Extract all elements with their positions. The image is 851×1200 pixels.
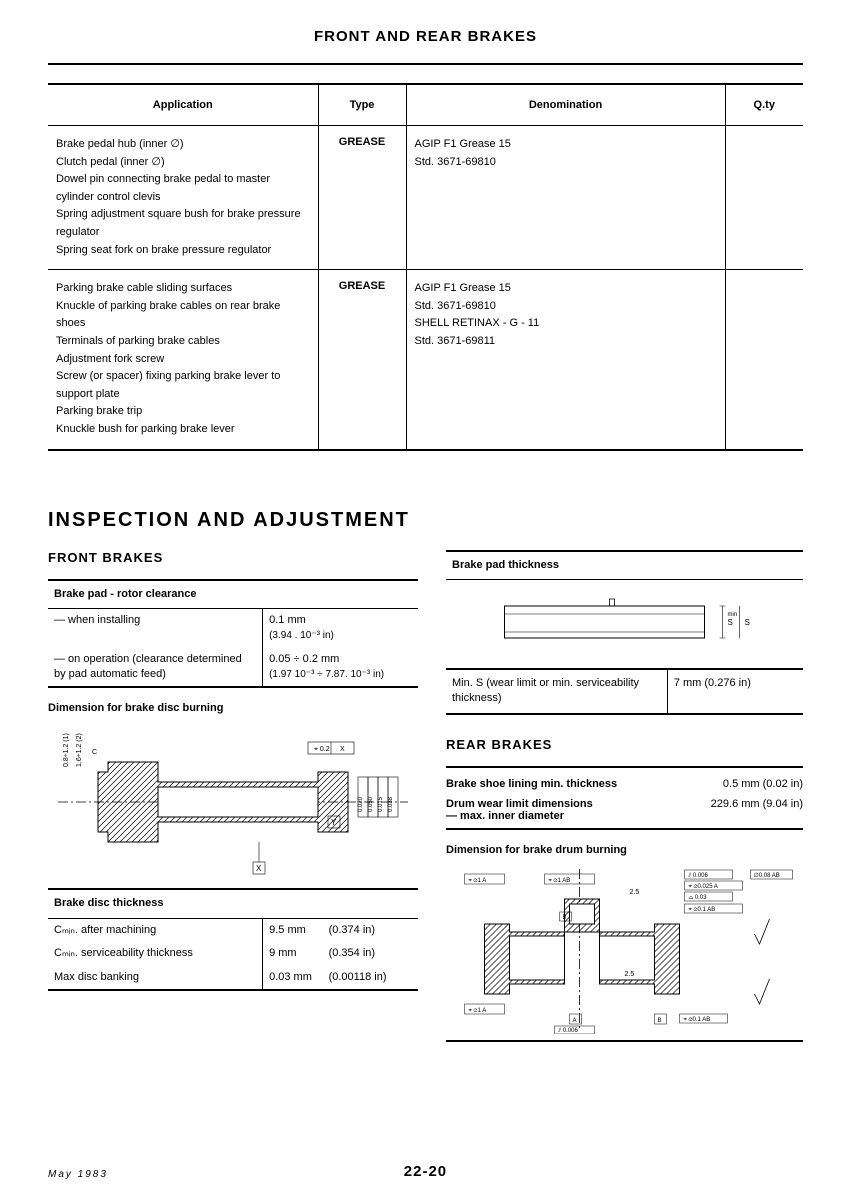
dt-in: (0.374 in) [323,918,418,942]
min-s-value: 7 mm (0.276 in) [667,669,803,714]
dt-label: Max disc banking [48,966,263,990]
dt-in: (0.354 in) [323,942,418,965]
rear-label: Drum wear limit dimensions — max. inner … [446,798,593,822]
rule [446,828,803,830]
clearance-table: Brake pad - rotor clearance — when insta… [48,579,418,689]
svg-text:B: B [563,915,567,921]
cell-denomination: AGIP F1 Grease 15 Std. 3671-69810 SHELL … [406,270,725,450]
svg-text:⌖ ∅0.025 A: ⌖ ∅0.025 A [689,884,718,890]
svg-text:C: C [92,749,97,756]
right-column: Brake pad thickness S min S [446,550,803,1042]
footer-page-number: 22-20 [404,1163,447,1180]
rear-value: 0.5 mm (0.02 in) [723,778,803,790]
rear-spec-row: Brake shoe lining min. thickness 0.5 mm … [446,774,803,794]
cell-qty [725,270,803,450]
svg-text:0.038: 0.038 [388,797,394,813]
svg-text:⌖ ∅1 A: ⌖ ∅1 A [469,878,487,884]
clearance-value: 0.05 ÷ 0.2 mm (1.97 10⁻³ ÷ 7.87. 10⁻³ in… [263,648,418,688]
svg-text:⌖ ∅0.1 AB: ⌖ ∅0.1 AB [684,1017,711,1023]
dt-label: Cₘᵢₙ. after machining [48,918,263,942]
svg-text:1.6÷1.2 (2): 1.6÷1.2 (2) [76,734,83,768]
front-brakes-heading: FRONT BRAKES [48,550,418,565]
table-row: Brake pedal hub (inner ∅) Clutch pedal (… [48,126,803,270]
dt-mm: 0.03 mm [263,966,323,990]
svg-text:⌖ 0.2: ⌖ 0.2 [314,746,330,753]
cell-application: Parking brake cable sliding surfaces Knu… [48,270,318,450]
svg-text:X: X [340,746,345,753]
cell-application: Brake pedal hub (inner ∅) Clutch pedal (… [48,126,318,270]
brake-disc-drawing: 0.8÷1.2 (1) 1.6÷1.2 (2) C 0.020 0.050 0.… [48,722,418,882]
clearance-label: — when installing [48,608,263,647]
svg-text:A: A [573,1018,577,1024]
cell-qty [725,126,803,270]
cell-type: GREASE [318,270,406,450]
disc-burn-caption: Dimension for brake disc burning [48,702,418,714]
svg-text:0.8÷1.2 (1): 0.8÷1.2 (1) [63,734,70,768]
th-type: Type [318,84,406,126]
brake-pad-drawing: S min S [450,594,799,654]
inspection-heading: INSPECTION AND ADJUSTMENT [48,509,803,532]
disc-thickness-table: Brake disc thickness Cₘᵢₙ. after machini… [48,888,418,991]
svg-text:⌖ ∅0.1 AB: ⌖ ∅0.1 AB [689,907,716,913]
rule-top [48,63,803,65]
rear-brakes-heading: REAR BRAKES [446,737,803,752]
svg-text:2.5: 2.5 [630,889,640,896]
min-s-label: Min. S (wear limit or min. serviceabilit… [446,669,667,714]
rear-label: Brake shoe lining min. thickness [446,778,617,790]
clearance-value: 0.1 mm (3.94 . 10⁻³ in) [263,608,418,647]
svg-text:⌖ ∅1 AB: ⌖ ∅1 AB [549,878,571,884]
rear-value: 229.6 mm (9.04 in) [711,798,803,822]
dt-mm: 9 mm [263,942,323,965]
svg-text:∅0.08 AB: ∅0.08 AB [754,872,780,879]
rule [446,1040,803,1042]
lubricant-table: Application Type Denomination Q.ty Brake… [48,83,803,451]
page-title: FRONT AND REAR BRAKES [48,28,803,45]
svg-text:⌖ ∅1 A: ⌖ ∅1 A [469,1008,487,1014]
left-column: FRONT BRAKES Brake pad - rotor clearance… [48,550,418,1042]
pad-title: Brake pad thickness [446,551,803,580]
pad-thickness-table: Brake pad thickness S min S [446,550,803,715]
svg-text:X: X [256,864,262,873]
svg-text:⫽ 0.006: ⫽ 0.006 [558,1027,579,1034]
svg-text:⫽ 0.006: ⫽ 0.006 [688,872,709,879]
th-application: Application [48,84,318,126]
svg-text:S: S [745,618,750,627]
disc-thickness-title: Brake disc thickness [48,889,418,918]
th-qty: Q.ty [725,84,803,126]
rule [446,766,803,768]
svg-text:min: min [728,612,738,618]
svg-text:0.050: 0.050 [368,797,374,813]
clearance-title: Brake pad - rotor clearance [48,580,418,609]
svg-text:⌓ 0.03: ⌓ 0.03 [689,895,708,901]
cell-type: GREASE [318,126,406,270]
dt-label: Cₘᵢₙ. serviceability thickness [48,942,263,965]
svg-text:Y: Y [331,818,337,827]
svg-text:0.015: 0.015 [378,797,384,813]
cell-denomination: AGIP F1 Grease 15 Std. 3671-69810 [406,126,725,270]
svg-text:0.020: 0.020 [358,797,364,813]
brake-drum-drawing: ⌖ ∅1 A ⌖ ∅1 AB ⫽ 0.006 ⌖ ∅0.025 A ⌓ 0.03… [446,864,803,1034]
footer-date: May 1983 [48,1169,108,1180]
svg-text:S: S [728,618,733,627]
th-denomination: Denomination [406,84,725,126]
table-row: Parking brake cable sliding surfaces Knu… [48,270,803,450]
svg-text:B: B [658,1018,662,1024]
page-footer: May 1983 22-20 [48,1163,803,1180]
clearance-label: — on operation (clearance determined by … [48,648,263,688]
dt-mm: 9.5 mm [263,918,323,942]
rear-spec-row: Drum wear limit dimensions — max. inner … [446,794,803,826]
dt-in: (0.00118 in) [323,966,418,990]
drum-burn-caption: Dimension for brake drum burning [446,844,803,856]
svg-text:2.5: 2.5 [625,971,635,978]
